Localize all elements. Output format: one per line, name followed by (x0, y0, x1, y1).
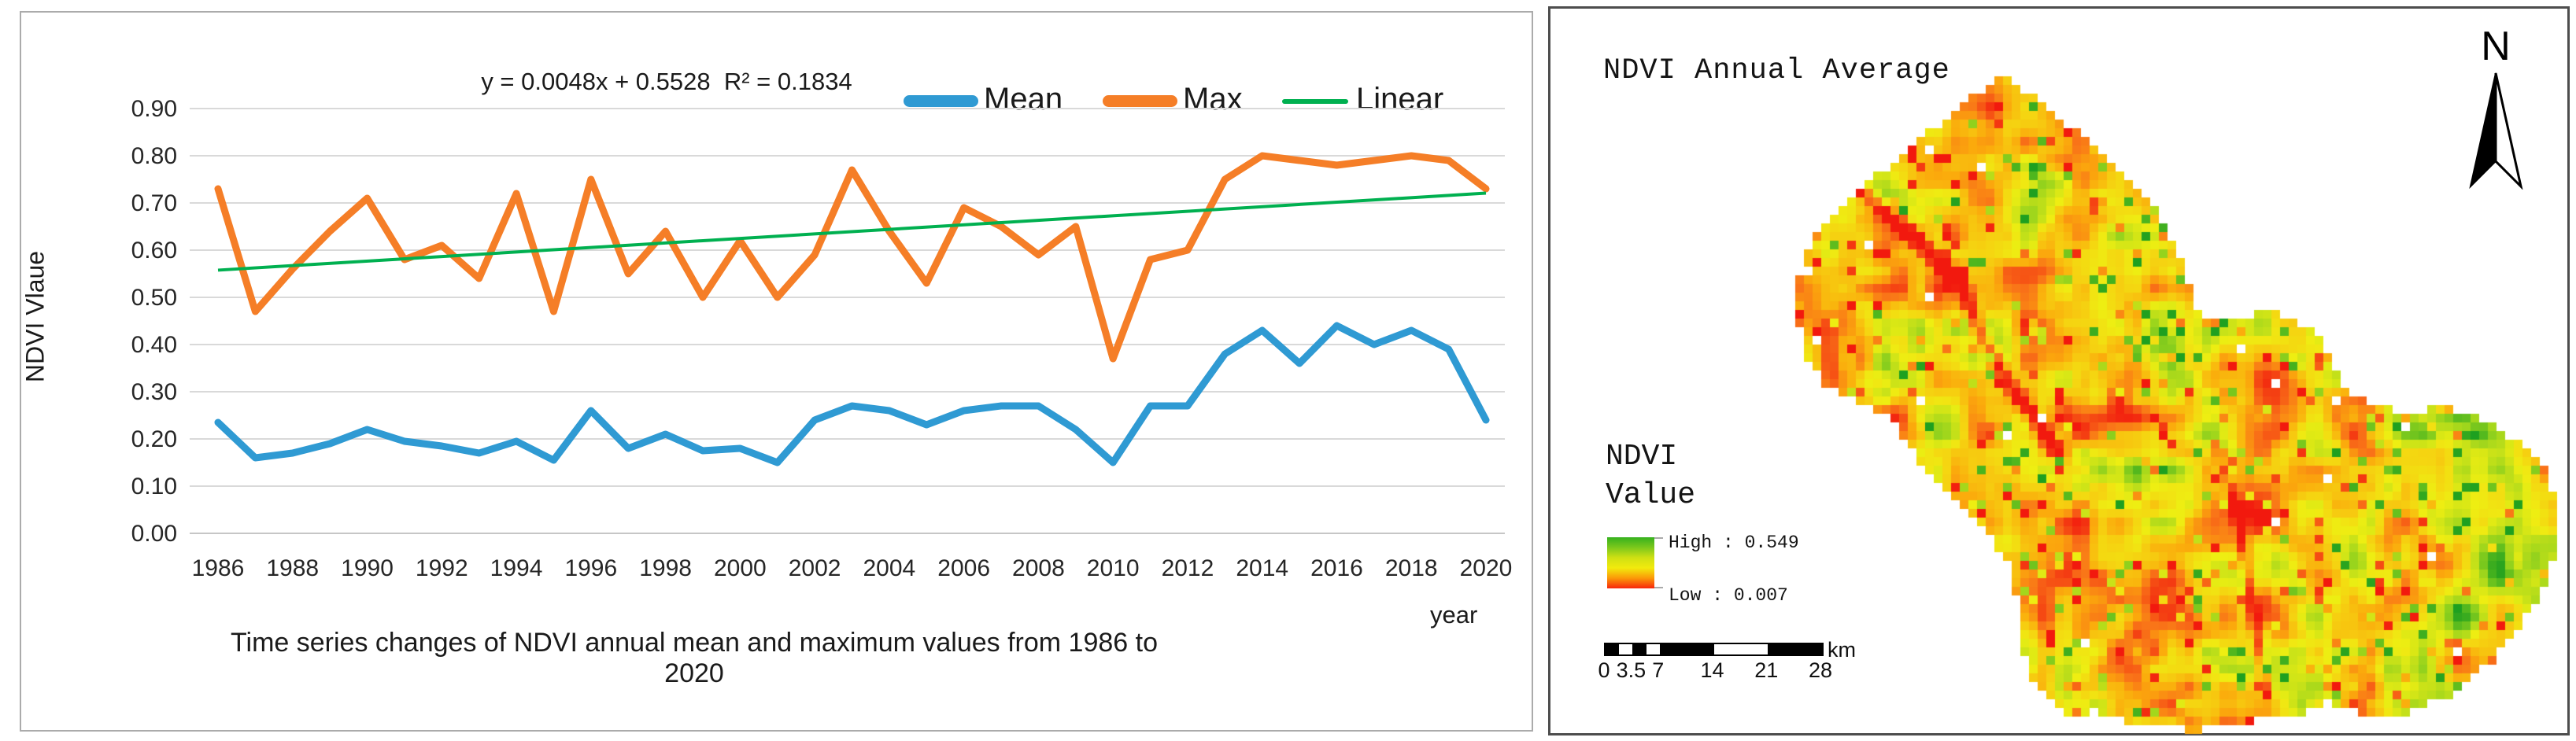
y-tick-label: 0.60 (131, 238, 177, 264)
x-tick-label: 1998 (639, 555, 692, 581)
series-mean (214, 322, 1490, 466)
map-legend-title-line2: Value (1606, 478, 1696, 512)
x-tick-label: 2000 (714, 555, 767, 581)
legend-high-label: High : 0.549 (1669, 533, 1799, 553)
scale-bar-segment (1632, 644, 1646, 654)
x-tick-label: 2016 (1310, 555, 1363, 581)
x-tick-label: 2012 (1162, 555, 1214, 581)
scale-bar-segment (1659, 644, 1714, 654)
legend-swatch-linear (1282, 99, 1348, 104)
y-tick-label: 0.50 (131, 285, 177, 311)
x-tick-label: 2010 (1087, 555, 1140, 581)
legend-gradient-ramp (1607, 537, 1654, 588)
x-tick-label: 2020 (1460, 555, 1513, 581)
map-legend-title-line1: NDVI (1606, 440, 1678, 474)
x-tick-label: 1992 (416, 555, 468, 581)
legend-label-max: Max (1183, 82, 1243, 116)
x-tick-label: 1990 (341, 555, 394, 581)
series-linear-trend (217, 191, 1487, 272)
north-label: N (2481, 24, 2511, 69)
x-tick-label: 2018 (1385, 555, 1438, 581)
legend-low-label: Low : 0.007 (1669, 585, 1788, 606)
legend-label-mean: Mean (984, 82, 1063, 116)
scale-bar-unit: km (1828, 638, 1856, 662)
scale-bar-segment (1606, 644, 1620, 654)
legend-swatch-mean (904, 95, 978, 107)
x-tick-label: 1988 (266, 555, 319, 581)
ndvi-map-raster (1787, 68, 2566, 736)
scale-bar-tick-label: 7 (1652, 658, 1665, 682)
scale-bar-tick-label: 0 (1598, 658, 1610, 682)
scale-bar-tick-label: 28 (1808, 658, 1833, 682)
scale-bar-tick-label: 21 (1754, 658, 1779, 682)
x-axis-title: year (1430, 601, 1478, 629)
x-tick-label: 2004 (863, 555, 916, 581)
scale-bar-tick-label: 3.5 (1616, 658, 1646, 682)
y-tick-label: 0.70 (131, 190, 177, 216)
gradient-bottom-tick (1654, 587, 1663, 588)
y-tick-label: 0.80 (131, 143, 177, 169)
y-tick-label: 0.00 (131, 521, 177, 547)
legend-swatch-max (1103, 95, 1177, 107)
y-tick-label: 0.10 (131, 474, 177, 500)
trendline-equation: y = 0.0048x + 0.5528 R² = 0.1834 (481, 68, 852, 95)
x-tick-label: 2006 (937, 555, 990, 581)
x-tick-label: 1994 (490, 555, 543, 581)
scale-bar-segment (1768, 644, 1822, 654)
ndvi-map-panel: NDVI Annual Average N NDVI Value High : … (1548, 6, 2570, 736)
legend-label-linear: Linear (1356, 82, 1444, 116)
ndvi-timeseries-chart: 0.00 0.10 0.20 0.30 0.40 0.50 0.60 0.70 0.80 0.90… (131, 96, 1513, 581)
timeseries-figure-panel: y = 0.0048x + 0.5528 R² = 0.1834 Mean Max… (20, 11, 1533, 732)
x-tick-label: 1986 (192, 555, 245, 581)
x-tick-label: 2008 (1012, 555, 1065, 581)
y-tick-label: 0.20 (131, 426, 177, 452)
gradient-top-tick (1654, 537, 1663, 539)
scale-bar-tick-label: 14 (1700, 658, 1724, 682)
y-tick-label: 0.30 (131, 379, 177, 405)
x-tick-label: 2002 (789, 555, 841, 581)
series-max (214, 152, 1490, 363)
x-tick-label: 1996 (564, 555, 617, 581)
x-tick-label: 2014 (1236, 555, 1288, 581)
y-tick-label: 0.90 (131, 96, 177, 122)
y-tick-label: 0.40 (131, 332, 177, 358)
scale-bar (1604, 643, 1824, 656)
chart-caption: Time series changes of NDVI annual mean … (231, 628, 1158, 688)
